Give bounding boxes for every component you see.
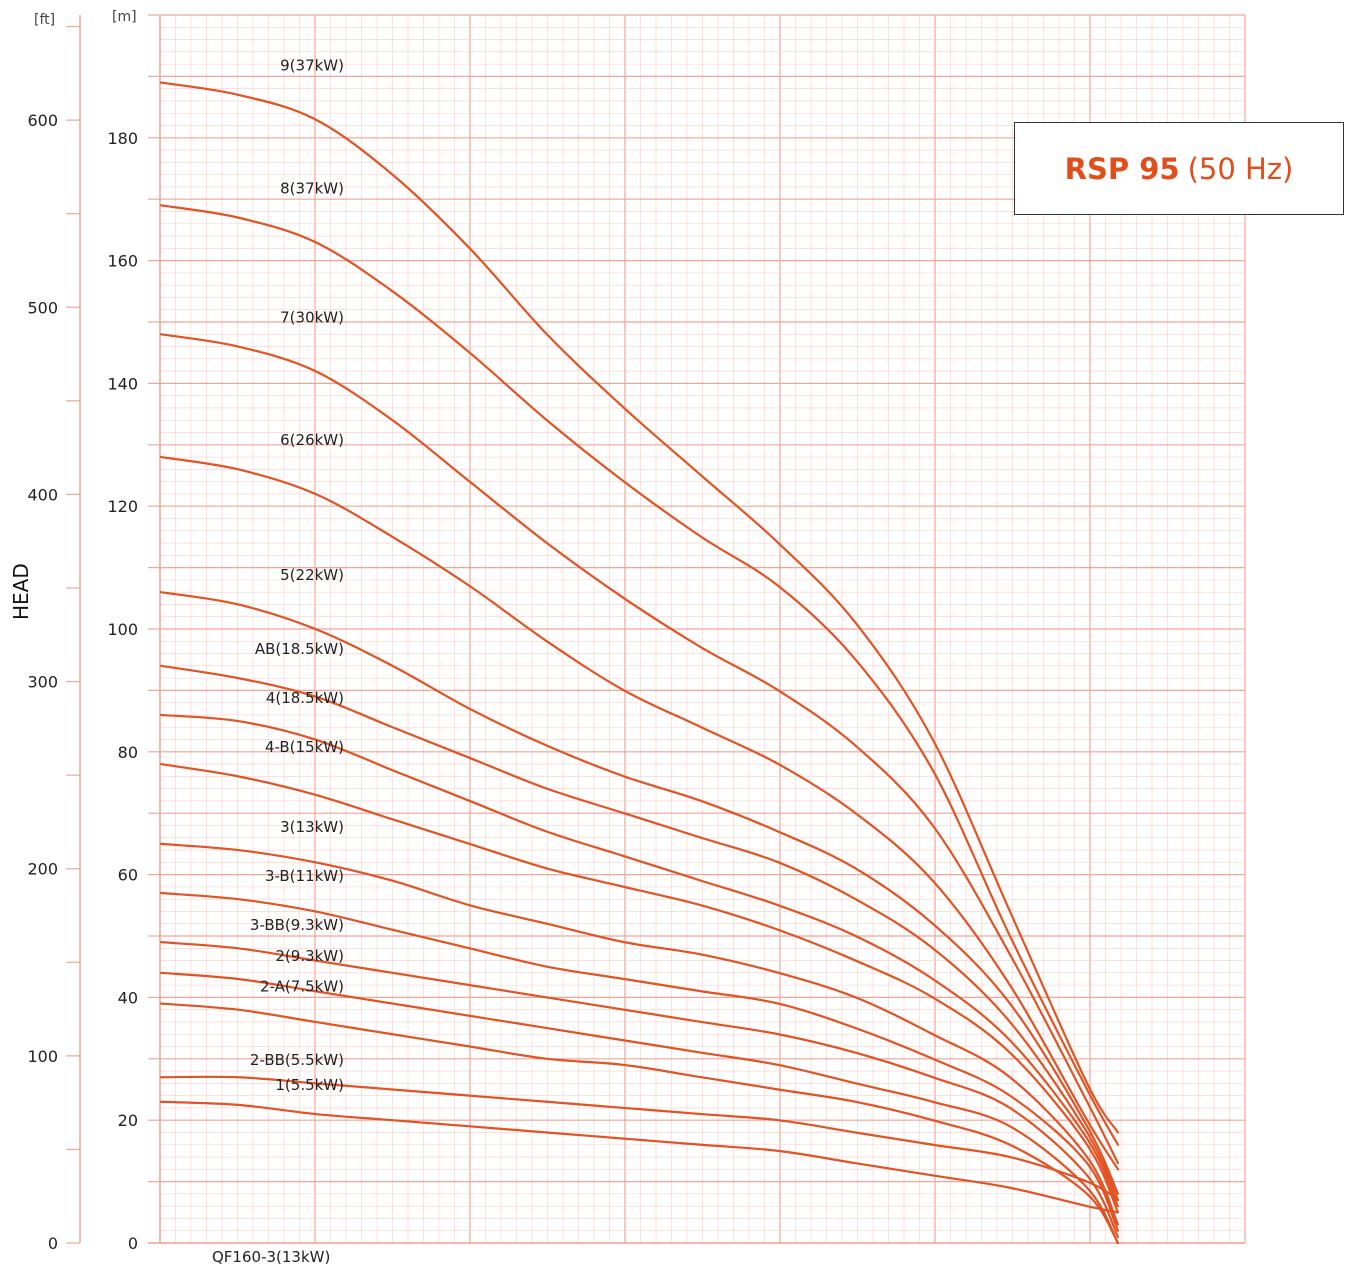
ft-tick-label: 100 bbox=[27, 1047, 58, 1066]
pump-curve bbox=[159, 941, 1120, 1238]
m-tick-label: 160 bbox=[107, 252, 138, 271]
curve-label: 5(22kW) bbox=[280, 566, 344, 584]
chart-grid bbox=[148, 14, 1246, 1244]
m-tick-label: 20 bbox=[118, 1111, 138, 1130]
pump-curve bbox=[159, 891, 1120, 1232]
chart-title-box: RSP 95 (50 Hz) bbox=[1014, 122, 1344, 215]
m-tick-label: 140 bbox=[107, 374, 138, 393]
curve-labels: 9(37kW) 8(37kW) 7(30kW) 6(26kW) 5(22kW) AB(18… bbox=[250, 57, 344, 1094]
curve-label: 2-BB(5.5kW) bbox=[250, 1051, 344, 1069]
pump-curve bbox=[159, 591, 1120, 1195]
ft-tick-labels: 0 100 200 300 400 500 600 bbox=[27, 25, 80, 1253]
pump-curve bbox=[159, 1075, 1120, 1202]
pump-curve bbox=[159, 1002, 1120, 1245]
ft-unit-label: [ft] bbox=[34, 12, 55, 28]
ft-tick-label: 300 bbox=[27, 673, 58, 692]
pump-curves bbox=[159, 81, 1120, 1245]
curve-label: 6(26kW) bbox=[280, 431, 344, 449]
curve-label: 9(37kW) bbox=[280, 57, 344, 75]
m-tick-label: 80 bbox=[118, 743, 138, 762]
bottom-model-label: QF160-3(13kW) bbox=[212, 1248, 330, 1266]
pump-curve bbox=[159, 81, 1120, 1134]
curve-label: 8(37kW) bbox=[280, 179, 344, 197]
pump-curve bbox=[159, 971, 1120, 1245]
pump-curve bbox=[159, 713, 1120, 1208]
m-tick-label: 120 bbox=[107, 497, 138, 516]
ft-tick-label: 600 bbox=[27, 111, 58, 130]
pump-curve bbox=[159, 1100, 1120, 1214]
curve-label: 4-B(15kW) bbox=[265, 738, 344, 756]
curve-label: 3(13kW) bbox=[280, 818, 344, 836]
curve-label: 1(5.5kW) bbox=[275, 1076, 344, 1094]
chart-title: RSP 95 bbox=[1064, 151, 1180, 186]
ft-tick-label: 500 bbox=[27, 298, 58, 317]
ft-tick-label: 0 bbox=[48, 1234, 58, 1253]
m-tick-label: 100 bbox=[107, 620, 138, 639]
pump-curve bbox=[159, 664, 1120, 1202]
pump-curve bbox=[159, 333, 1120, 1165]
curve-label: 3-BB(9.3kW) bbox=[250, 916, 344, 934]
pump-curve bbox=[159, 204, 1120, 1146]
ft-tick-label: 200 bbox=[27, 860, 58, 879]
m-tick-label: 60 bbox=[118, 866, 138, 885]
m-tick-labels: 0 20 40 60 80 100 120 140 160 180 bbox=[107, 14, 160, 1253]
m-tick-label: 40 bbox=[118, 988, 138, 1007]
pump-curve bbox=[159, 455, 1120, 1171]
chart-axes: [ft] [m] HEAD QF160-3(13kW) bbox=[9, 9, 330, 1266]
curve-label: 2-A(7.5kW) bbox=[260, 978, 344, 996]
curve-label: 2(9.3kW) bbox=[275, 947, 344, 965]
pump-curve bbox=[159, 762, 1120, 1214]
chart-title-suffix: (50 Hz) bbox=[1187, 151, 1294, 186]
pump-curve bbox=[159, 842, 1120, 1226]
m-tick-label: 180 bbox=[107, 129, 138, 148]
curve-label: 4(18.5kW) bbox=[266, 689, 344, 707]
ft-tick-label: 400 bbox=[27, 485, 58, 504]
curve-label: 3-B(11kW) bbox=[265, 867, 344, 885]
y-axis-title: HEAD bbox=[9, 563, 33, 620]
m-tick-label: 0 bbox=[128, 1234, 138, 1253]
curve-label: AB(18.5kW) bbox=[255, 640, 344, 658]
curve-label: 7(30kW) bbox=[280, 308, 344, 326]
m-unit-label: [m] bbox=[112, 9, 137, 25]
